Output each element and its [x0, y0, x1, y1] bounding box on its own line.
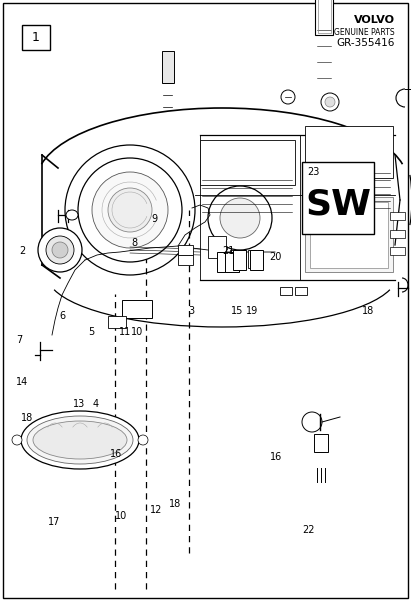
- Text: 18: 18: [21, 413, 34, 423]
- Circle shape: [220, 198, 260, 238]
- Text: VOLVO: VOLVO: [353, 15, 395, 25]
- Circle shape: [321, 93, 339, 111]
- Bar: [250, 250, 263, 270]
- Text: 19: 19: [246, 307, 258, 316]
- Circle shape: [138, 435, 148, 445]
- Bar: [230, 250, 244, 268]
- Text: 9: 9: [151, 215, 157, 224]
- Bar: [122, 300, 152, 318]
- Text: 18: 18: [362, 307, 374, 316]
- Text: 16: 16: [110, 449, 122, 459]
- Text: 3: 3: [188, 307, 194, 316]
- Ellipse shape: [66, 210, 78, 220]
- Circle shape: [12, 435, 22, 445]
- Bar: [318, 0, 331, 33]
- Text: SW: SW: [305, 187, 371, 221]
- Circle shape: [78, 158, 182, 262]
- Bar: [390, 230, 405, 238]
- Bar: [390, 247, 405, 255]
- Text: 10: 10: [131, 328, 143, 337]
- Bar: [314, 434, 328, 452]
- Text: 18: 18: [169, 499, 181, 508]
- Text: 12: 12: [150, 505, 162, 514]
- Text: 21: 21: [222, 246, 234, 256]
- Bar: [305, 197, 393, 272]
- Text: 17: 17: [48, 517, 61, 526]
- Circle shape: [46, 236, 74, 264]
- Text: 23: 23: [307, 167, 319, 177]
- Bar: [295, 287, 307, 295]
- Circle shape: [208, 186, 272, 250]
- Circle shape: [281, 90, 295, 104]
- Text: GENUINE PARTS: GENUINE PARTS: [334, 28, 395, 37]
- Text: 22: 22: [302, 525, 314, 535]
- Text: 4: 4: [92, 399, 99, 409]
- Bar: [108, 316, 126, 328]
- Text: 1: 1: [32, 31, 40, 44]
- Text: 10: 10: [115, 511, 127, 520]
- Bar: [233, 250, 246, 270]
- Ellipse shape: [33, 421, 127, 459]
- Bar: [178, 245, 193, 255]
- Bar: [22, 25, 50, 50]
- Text: GR-355416: GR-355416: [336, 38, 395, 48]
- Bar: [217, 252, 231, 272]
- Text: 15: 15: [231, 307, 243, 316]
- Bar: [248, 250, 262, 268]
- Bar: [200, 140, 295, 185]
- Bar: [208, 236, 226, 258]
- Circle shape: [38, 228, 82, 272]
- Bar: [162, 51, 174, 83]
- Circle shape: [302, 412, 322, 432]
- Text: 14: 14: [16, 377, 29, 386]
- Text: 20: 20: [269, 252, 282, 262]
- Bar: [225, 252, 239, 272]
- Circle shape: [52, 242, 68, 258]
- Text: 5: 5: [88, 328, 95, 337]
- Text: 6: 6: [60, 311, 66, 320]
- Circle shape: [108, 188, 152, 232]
- Bar: [310, 202, 388, 268]
- Text: 8: 8: [132, 239, 138, 248]
- Text: 16: 16: [270, 452, 283, 462]
- Bar: [178, 255, 193, 265]
- Text: 11: 11: [119, 328, 132, 337]
- Bar: [390, 212, 405, 220]
- Bar: [305, 126, 393, 178]
- Bar: [315, 0, 333, 35]
- Bar: [280, 287, 292, 295]
- Ellipse shape: [21, 411, 139, 469]
- Circle shape: [92, 172, 168, 248]
- Text: 2: 2: [20, 246, 26, 256]
- Ellipse shape: [27, 416, 133, 464]
- Text: 13: 13: [73, 399, 85, 409]
- Text: 7: 7: [16, 335, 23, 344]
- Bar: [302, 162, 374, 234]
- Circle shape: [325, 97, 335, 107]
